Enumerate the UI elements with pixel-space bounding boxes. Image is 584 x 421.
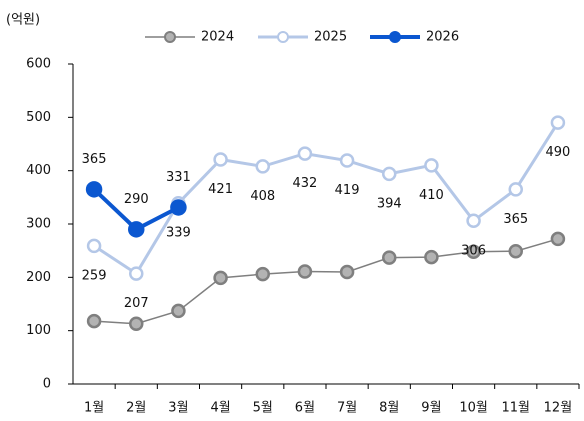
x-tick-label: 11월 [501, 401, 530, 416]
marker [550, 115, 566, 130]
y-tick-label: 500 [26, 110, 51, 125]
marker [213, 152, 228, 167]
x-tick-label: 2월 [126, 401, 146, 416]
data-label: 419 [335, 183, 360, 198]
legend-label: 2026 [426, 30, 459, 45]
x-tick-label: 12월 [544, 401, 573, 416]
marker [382, 250, 397, 265]
x-tick-label: 4월 [210, 401, 230, 416]
x-tick-label: 5월 [253, 401, 273, 416]
y-axis-label: (억원) [6, 13, 40, 28]
y-tick-label: 400 [26, 163, 51, 178]
marker [424, 158, 439, 173]
marker [86, 238, 102, 254]
data-label: 339 [166, 226, 191, 241]
data-label: 365 [503, 212, 528, 227]
data-label: 408 [250, 189, 275, 204]
marker [550, 231, 566, 247]
marker [508, 243, 523, 259]
legend-marker [164, 31, 176, 43]
data-label: 421 [208, 182, 233, 197]
marker [86, 313, 102, 329]
data-label: 331 [166, 170, 191, 185]
data-label: 259 [82, 268, 107, 283]
marker [129, 266, 144, 281]
x-tick-label: 9월 [421, 401, 441, 416]
marker [508, 182, 523, 197]
marker [213, 270, 228, 286]
data-label: 410 [419, 188, 444, 203]
data-label: 365 [82, 152, 107, 167]
y-tick-label: 100 [26, 323, 51, 338]
y-tick-label: 600 [26, 57, 51, 72]
x-tick-label: 10월 [459, 401, 488, 416]
data-label: 290 [124, 192, 149, 207]
marker [339, 153, 355, 168]
marker [85, 181, 103, 198]
data-label: 207 [124, 296, 149, 311]
data-label: 306 [461, 243, 486, 258]
x-tick-label: 3월 [168, 401, 188, 416]
marker [128, 221, 145, 238]
legend-label: 2025 [314, 30, 347, 45]
line [94, 238, 559, 325]
line [93, 121, 560, 276]
marker [171, 303, 186, 319]
y-tick-label: 0 [43, 377, 51, 392]
marker [424, 249, 439, 265]
x-tick-label: 8월 [379, 401, 399, 416]
marker [466, 244, 481, 259]
y-tick-label: 200 [26, 270, 51, 285]
marker [297, 146, 313, 161]
legend-label: 2024 [201, 30, 234, 45]
y-tick-label: 300 [26, 217, 51, 232]
marker [129, 316, 144, 331]
marker [255, 266, 270, 282]
x-tick-label: 1월 [84, 401, 104, 416]
marker [339, 264, 355, 280]
marker [466, 213, 481, 229]
legend-marker [277, 31, 289, 43]
data-label: 432 [293, 176, 318, 191]
marker [255, 159, 270, 174]
marker [297, 264, 313, 279]
data-label: 490 [546, 145, 571, 160]
marker [170, 199, 187, 216]
x-tick-label: 6월 [295, 401, 315, 416]
marker [382, 166, 397, 182]
x-tick-label: 7월 [337, 401, 357, 416]
legend-marker [389, 31, 401, 43]
data-label: 394 [377, 196, 402, 211]
